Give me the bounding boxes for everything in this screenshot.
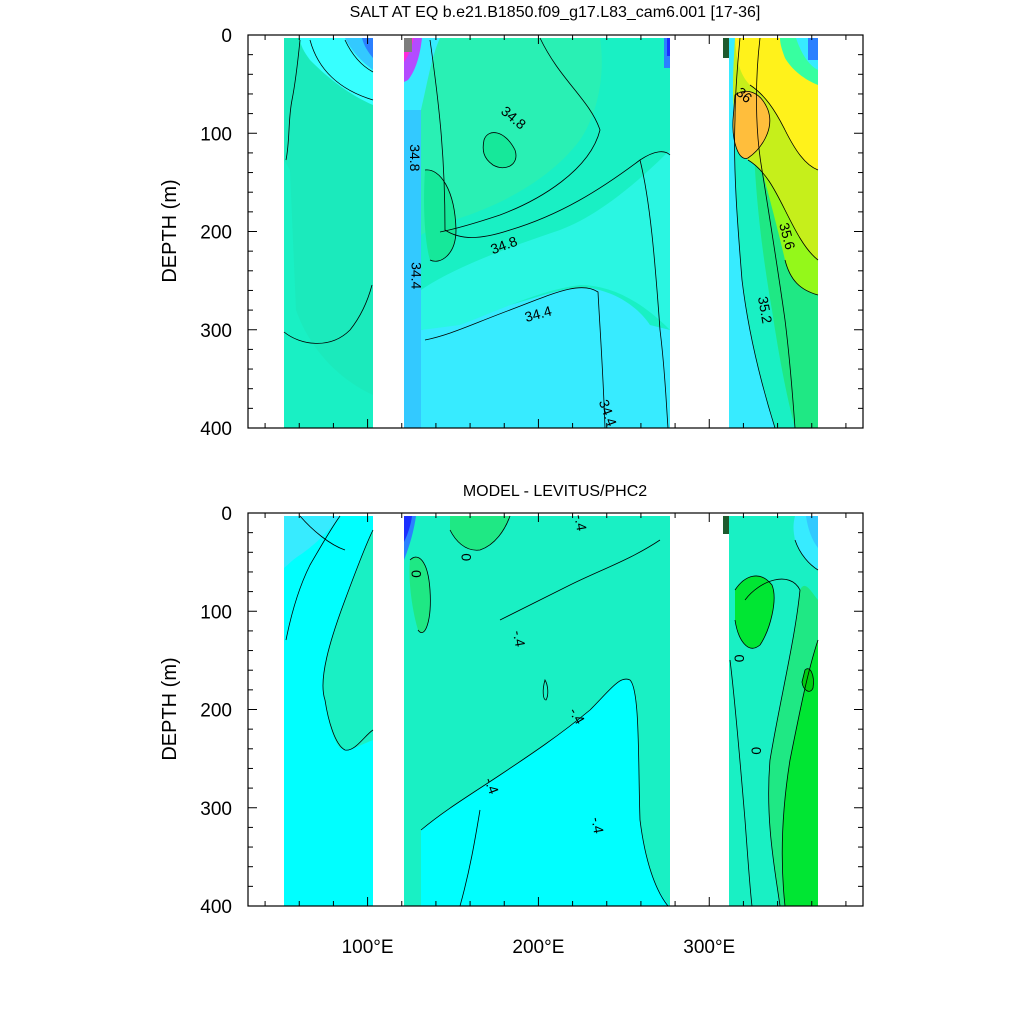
- diff-fill-atlantic-max: [802, 668, 814, 692]
- salt-fill-pacific-core: [421, 38, 602, 235]
- salt-contour-pacific-west-max: [424, 169, 457, 262]
- contour-label: -.4: [588, 816, 607, 835]
- salt-fill-pacific-surface-gray: [404, 38, 412, 52]
- diff-contour-indian-d: [299, 515, 346, 551]
- salt-contour-pacific-348-top: [429, 39, 671, 238]
- contour-label: 35.2: [755, 295, 776, 325]
- contour-label: -.4: [566, 705, 588, 727]
- panel-salt-field: [283, 37, 819, 428]
- y-tick-label: 300: [200, 321, 232, 342]
- y-tick-label: 200: [200, 223, 232, 244]
- y-tick-label: 400: [200, 897, 232, 918]
- diff-contour-atlantic-e: [794, 539, 819, 571]
- diff-fill-pacific-pos-a: [409, 557, 431, 633]
- diff-contour-pacific-a: [420, 678, 669, 906]
- panel-diff-field: [284, 515, 819, 906]
- contour-label: 0: [458, 553, 474, 561]
- salt-contour-indian-a: [285, 39, 301, 161]
- diff-contour-indian-c: [285, 515, 341, 641]
- salt-fill-pacific-deep: [421, 287, 670, 428]
- salt-fill-pacific-mid: [421, 150, 670, 330]
- y-tick-label: 100: [200, 602, 232, 623]
- salt-contour-atlantic-e: [749, 84, 819, 171]
- y-tick-label: 0: [221, 26, 232, 47]
- diff-contour-pacific-d: [499, 539, 661, 621]
- diff-fill-pacific-pos-d: [404, 516, 412, 542]
- contour-label: 35.6: [776, 221, 799, 252]
- diff-contour-pacific-f: [542, 679, 549, 701]
- panel-diff: -.4 0 0 -.4 0 -.4 0 -.4 -.4 0 100 200 300 400 100°E 20…: [159, 483, 864, 958]
- panel-diff-ylabel: DEPTH (m): [159, 657, 181, 760]
- diff-contour-atlantic-d: [729, 659, 753, 906]
- salt-fill-atlantic-i: [808, 38, 818, 60]
- y-tick-label: 400: [200, 419, 232, 440]
- diff-contour-labels: -.4 0 0 -.4 0 -.4 0 -.4 -.4: [409, 513, 765, 835]
- diff-contour-atlantic-a: [744, 578, 801, 906]
- salt-contour-pacific-max: [482, 132, 517, 169]
- panel-diff-title: MODEL - LEVITUS/PHC2: [463, 483, 647, 500]
- diff-contour-atlantic-c: [734, 575, 775, 649]
- contour-label: 0: [732, 655, 748, 663]
- salt-segment-pacific-west: [404, 38, 421, 428]
- diff-contour-indian-a: [322, 529, 374, 701]
- salt-contour-indian-b: [283, 284, 373, 344]
- salt-fill-indian-fresh2: [362, 38, 373, 58]
- diff-fill-atlantic-west: [723, 516, 729, 534]
- salt-fill-indian-fresh: [300, 38, 373, 105]
- panel-diff-ticks: 0 100 200 300 400 100°E 200°E 300°E: [200, 504, 863, 958]
- y-tick-label: 100: [200, 124, 232, 145]
- diff-fill-atlantic-mid: [735, 575, 775, 649]
- salt-contour-atlantic-f: [784, 259, 819, 296]
- salt-contour-atlantic-d: [747, 159, 819, 261]
- diff-fill-indian-neg: [284, 516, 340, 568]
- salt-fill-pacific-east-darker: [667, 38, 670, 56]
- salt-contour-indian-d: [344, 39, 374, 73]
- diff-fill-pacific-pos-b: [450, 516, 510, 551]
- diff-fill-atlantic-deep: [782, 640, 818, 906]
- salt-fill-pacific-west-max: [424, 169, 456, 262]
- salt-contour-atlantic-b: [756, 37, 796, 428]
- contour-label: 0: [409, 570, 425, 578]
- y-tick-label: 0: [221, 504, 232, 525]
- diff-fill-indian-pos: [322, 530, 373, 750]
- salt-contour-pacific-344: [424, 287, 606, 428]
- salt-fill-atlantic-west-dark: [723, 38, 729, 58]
- diff-fill-pacific-neg2: [460, 760, 560, 906]
- diff-contour-indian-b: [324, 699, 374, 751]
- diff-contour-pacific-b: [459, 809, 481, 906]
- salt-segment-indian: [284, 38, 373, 428]
- diff-contour-pacific-e: [409, 556, 431, 633]
- salt-contour-pacific-348-core: [439, 37, 601, 233]
- x-tick-label: 100°E: [342, 937, 394, 958]
- salt-fill-indian-upper: [284, 38, 373, 395]
- y-tick-label: 300: [200, 799, 232, 820]
- contour-label: 34.8: [407, 144, 423, 171]
- y-tick-label: 200: [200, 701, 232, 722]
- panel-salt-title: SALT AT EQ b.e21.B1850.f09_g17.L83_cam6.…: [350, 4, 761, 21]
- contour-label: 34.4: [409, 262, 425, 289]
- salt-fill-pacific-max: [483, 132, 516, 168]
- salt-fill-atlantic-f: [732, 91, 770, 159]
- contour-label: -.4: [481, 775, 502, 796]
- salt-contour-atlantic-c: [732, 90, 771, 159]
- contour-label: 0: [749, 747, 765, 755]
- diff-contour-atlantic-b: [781, 639, 819, 906]
- x-tick-label: 200°E: [512, 937, 564, 958]
- diff-contour-pacific-c: [449, 515, 511, 551]
- contour-label: -.4: [571, 513, 590, 532]
- diff-contour-atlantic-f: [801, 668, 814, 692]
- x-tick-label: 300°E: [683, 937, 735, 958]
- panel-salt-ylabel: DEPTH (m): [159, 179, 181, 282]
- salt-contour-pacific-east: [639, 159, 669, 428]
- salt-contour-indian-c: [309, 39, 374, 101]
- diff-fill-atlantic-neg2: [806, 516, 818, 548]
- panel-salt-ticks: 0 100 200 300 400: [200, 26, 863, 440]
- salt-contour-atlantic-a: [734, 37, 776, 428]
- contour-label: 34.4: [523, 302, 554, 325]
- contour-label: -.4: [510, 629, 529, 648]
